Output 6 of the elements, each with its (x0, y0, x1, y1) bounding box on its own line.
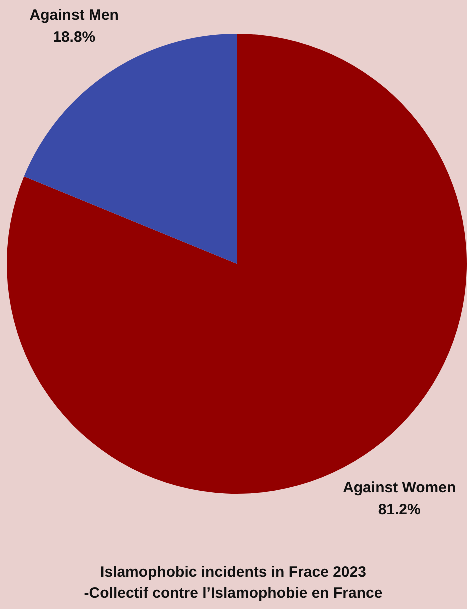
data-label: 81.2% (378, 502, 421, 519)
slice-label: Against Men (30, 7, 119, 24)
text: -Collectif contre l’Islamophobie en France (83, 584, 384, 604)
text: Islamophobic incidents in Frace 2023 (100, 563, 368, 583)
data-label: 18.8% (53, 29, 96, 46)
slice-label: Against Women (343, 480, 456, 497)
